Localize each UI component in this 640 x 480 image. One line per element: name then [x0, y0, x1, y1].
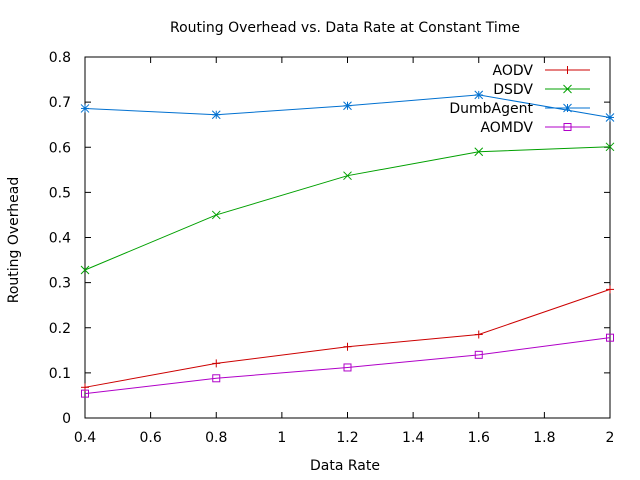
data-point-aomdv [343, 363, 352, 372]
series-line-aodv [84, 288, 611, 388]
data-point-dsdv [211, 210, 221, 220]
legend-marker [563, 84, 572, 94]
data-point-dsdv [605, 142, 615, 152]
y-tick-label: 0 [62, 411, 71, 427]
data-point-aodv [606, 285, 614, 294]
chart-title: Routing Overhead vs. Data Rate at Consta… [170, 20, 520, 36]
y-axis-title: Routing Overhead [6, 177, 22, 304]
data-point-dumbagent [343, 101, 352, 111]
legend-marker [563, 103, 572, 113]
data-point-dsdv [343, 171, 352, 181]
x-tick-label: 1.4 [402, 430, 424, 446]
y-tick-label: 0.6 [49, 140, 71, 156]
y-axis-ticks: 0 0.1 0.2 0.3 0.4 0.5 0.6 0.7 0.8 [49, 50, 610, 427]
legend-marker [563, 66, 572, 74]
x-tick-label: 0.8 [205, 430, 227, 446]
x-tick-label: 1.2 [336, 430, 358, 446]
x-axis-title: Data Rate [310, 458, 380, 474]
data-point-dumbagent [474, 90, 484, 100]
x-axis-ticks: 0.4 0.6 0.8 1 1.2 1.4 1.6 1.8 2 [74, 57, 615, 446]
legend-item-aomdv: AOMDV [480, 120, 590, 136]
legend-label: DSDV [493, 82, 533, 98]
data-point-aodv [212, 359, 221, 368]
legend: AODV DSDV DumbAgent AOMDV [449, 63, 590, 136]
legend-label: AODV [493, 63, 534, 79]
x-tick-label: 1 [277, 430, 286, 446]
data-point-dumbagent [605, 113, 615, 122]
legend-item-dumbagent: DumbAgent [449, 101, 590, 117]
series-aodv [81, 285, 614, 392]
data-point-aodv [343, 342, 352, 351]
x-tick-label: 1.6 [468, 430, 490, 446]
y-tick-label: 0.2 [49, 321, 71, 337]
data-point-dsdv [474, 147, 484, 157]
data-point-dumbagent [80, 104, 90, 113]
data-point-dumbagent [211, 110, 221, 120]
series-aomdv [81, 333, 614, 398]
x-tick-label: 2 [606, 430, 615, 446]
y-tick-label: 0.5 [49, 185, 71, 201]
legend-marker [563, 123, 572, 131]
y-tick-label: 0.8 [49, 50, 71, 66]
data-point-aomdv [474, 350, 483, 359]
legend-item-dsdv: DSDV [493, 82, 590, 98]
series-dsdv [80, 142, 615, 275]
series-line-aomdv [84, 337, 611, 395]
legend-label: AOMDV [480, 120, 533, 136]
legend-label: DumbAgent [449, 101, 533, 117]
series-layer [80, 90, 615, 398]
series-line-dsdv [84, 146, 611, 271]
data-point-aomdv [606, 333, 614, 342]
series-dumbagent [80, 90, 615, 122]
y-tick-label: 0.7 [49, 95, 71, 111]
x-tick-label: 0.4 [74, 430, 96, 446]
data-point-aomdv [81, 389, 89, 398]
x-tick-label: 1.8 [533, 430, 555, 446]
data-point-aomdv [212, 374, 221, 383]
data-point-dsdv [80, 265, 90, 275]
legend-item-aodv: AODV [493, 63, 590, 79]
y-tick-label: 0.4 [49, 231, 71, 247]
y-tick-label: 0.1 [49, 366, 71, 382]
x-tick-label: 0.6 [139, 430, 161, 446]
data-point-aodv [474, 330, 483, 339]
y-tick-label: 0.3 [49, 276, 71, 292]
